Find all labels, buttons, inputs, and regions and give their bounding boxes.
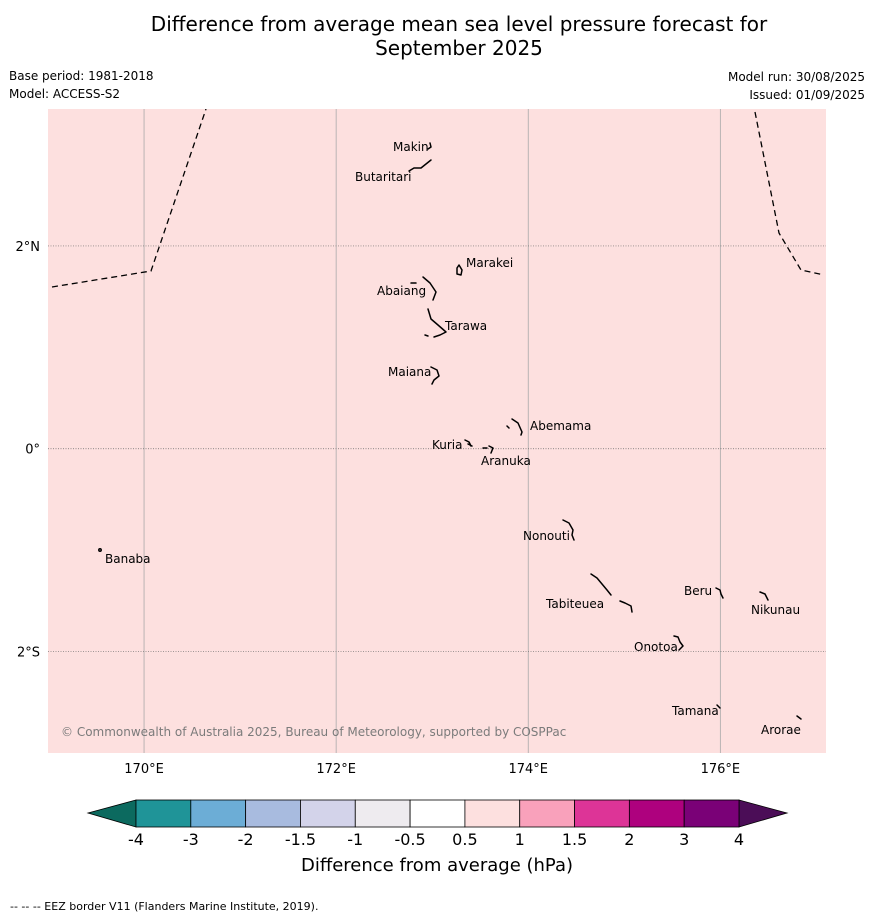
island-label-abemama: Abemama (530, 419, 591, 433)
colorbar-tick-label: 0.5 (452, 830, 477, 849)
eez-border-east (754, 111, 825, 276)
map-title: Difference from average mean sea level p… (0, 12, 873, 60)
colorbar-tick-label: -4 (128, 830, 144, 849)
island-label-onotoa: Onotoa (634, 640, 678, 654)
colorbar-tick-label: 1.5 (562, 830, 587, 849)
island-shape-marakei (456, 264, 463, 276)
island-label-tabiteuea: Tabiteuea (545, 597, 604, 611)
island-shape-arorae (796, 715, 802, 720)
island-shape-tamana (716, 704, 721, 709)
forecast-fill-area (48, 109, 826, 753)
colorbar-bin (190, 799, 247, 828)
colorbar-bin (300, 799, 356, 828)
island-shape-nikunau (759, 591, 769, 601)
colorbar-tick-label: 1 (515, 830, 525, 849)
lat-tick-label: 2°S (17, 646, 40, 661)
island-label-abaiang: Abaiang (377, 284, 426, 298)
colorbar-bin (354, 799, 411, 828)
island-label-nikunau: Nikunau (751, 603, 800, 617)
colorbar-bin (464, 799, 521, 828)
island-shape-onotoa (673, 635, 684, 651)
lon-tick-label: 170°E (124, 762, 164, 777)
island-shape-tabiteuea (590, 573, 633, 613)
island-shape-abaiang (410, 276, 437, 301)
island-shape-nonouti (562, 519, 575, 541)
island-label-marakei: Marakei (466, 256, 513, 270)
colorbar-extend-high (738, 799, 789, 828)
island-shape-beru (715, 587, 724, 599)
colorbar-extend-low (86, 799, 137, 828)
lon-tick-label: 172°E (316, 762, 356, 777)
island-label-beru: Beru (684, 584, 712, 598)
colorbar-tick-label: 4 (734, 830, 744, 849)
island-outlines (98, 142, 802, 720)
colorbar-tick-label: -1.5 (285, 830, 316, 849)
island-label-maiana: Maiana (388, 365, 431, 379)
latitude-gridlines (48, 245, 826, 652)
colorbar-bin (409, 799, 466, 828)
colorbar-tick-label: -0.5 (394, 830, 425, 849)
lon-tick-label: 176°E (701, 762, 741, 777)
lat-tick-label: 2°N (16, 240, 41, 255)
colorbar: -4 -3 -2 -1.5 -1 -0.5 0.5 1 1.5 2 3 4 Difference fr… (86, 799, 789, 876)
island-shape-kuria (464, 439, 473, 447)
island-shape-butaritari (408, 159, 432, 172)
island-label-tarawa: Tarawa (444, 319, 487, 333)
colorbar-bin (519, 799, 575, 828)
colorbar-bin (574, 799, 630, 828)
island-label-makin: Makin (393, 140, 429, 154)
model-name: Model: ACCESS-S2 (9, 87, 121, 101)
island-shape-banaba (98, 548, 102, 552)
lon-tick-label: 174°E (508, 762, 548, 777)
island-label-banaba: Banaba (105, 552, 151, 566)
colorbar-tick-label: -3 (183, 830, 199, 849)
longitude-gridlines (143, 109, 721, 753)
colorbar-tick-label: 3 (679, 830, 689, 849)
title-line-2: September 2025 (375, 36, 543, 60)
island-shape-abemama (506, 418, 523, 436)
island-shape-aranuka (482, 445, 494, 454)
base-period: Base period: 1981-2018 (9, 69, 154, 83)
colorbar-tick-label: 2 (624, 830, 634, 849)
latitude-tick-labels: 2°N 0° 2°S (16, 240, 41, 661)
issued-date: Issued: 01/09/2025 (749, 88, 865, 102)
colorbar-bin (628, 799, 685, 828)
island-label-tamana: Tamana (671, 704, 719, 718)
island-shape-tarawa (424, 308, 447, 338)
island-label-nonouti: Nonouti (523, 529, 570, 543)
colorbar-bin (135, 799, 192, 828)
title-line-1: Difference from average mean sea level p… (150, 12, 768, 36)
island-shape-makin (427, 142, 432, 150)
lat-tick-label: 0° (25, 443, 40, 458)
colorbar-label: Difference from average (hPa) (301, 855, 573, 876)
island-shape-maiana (430, 366, 440, 385)
longitude-tick-labels: 170°E 172°E 174°E 176°E (124, 762, 740, 777)
copyright-notice: © Commonwealth of Australia 2025, Bureau… (61, 725, 566, 739)
colorbar-tick-label: -1 (347, 830, 363, 849)
island-label-butaritari: Butaritari (355, 170, 412, 184)
island-label-kuria: Kuria (432, 438, 463, 452)
eez-legend: -- -- -- EEZ border V11 (Flanders Marine… (10, 900, 319, 913)
colorbar-bin (245, 799, 301, 828)
island-label-arorae: Arorae (761, 723, 801, 737)
island-label-aranuka: Aranuka (481, 454, 531, 468)
model-run: Model run: 30/08/2025 (727, 70, 865, 84)
colorbar-bin (683, 799, 740, 828)
eez-border-west (51, 109, 207, 288)
colorbar-tick-label: -2 (238, 830, 254, 849)
